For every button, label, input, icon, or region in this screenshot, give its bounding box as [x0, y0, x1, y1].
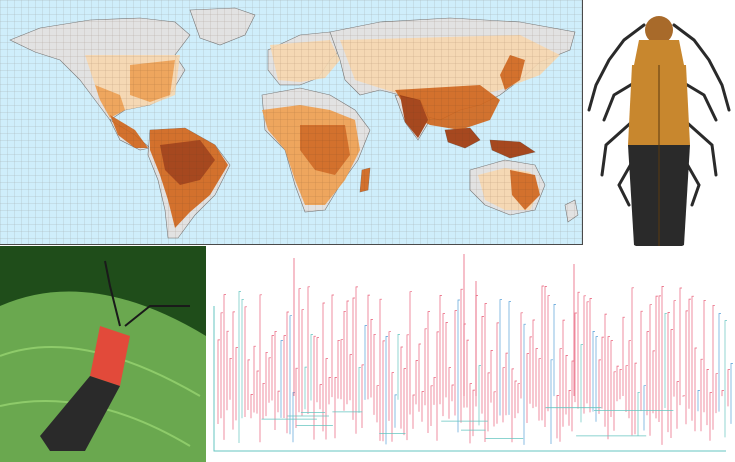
tree-branches: [213, 254, 733, 452]
distribution-map-panel: [0, 0, 583, 245]
photo-antennae: [104, 260, 190, 327]
map-grid: [0, 0, 582, 244]
field-photo: [0, 246, 206, 462]
specimen-panel: [584, 0, 735, 262]
phylogeny-panel: [206, 246, 735, 462]
field-photo-panel: [0, 246, 206, 462]
photo-beetle-black: [40, 376, 120, 451]
photo-beetle-red: [90, 326, 130, 386]
world-map: [0, 0, 582, 244]
beetle-specimen: [587, 16, 731, 258]
phylogenetic-tree: [213, 254, 733, 452]
